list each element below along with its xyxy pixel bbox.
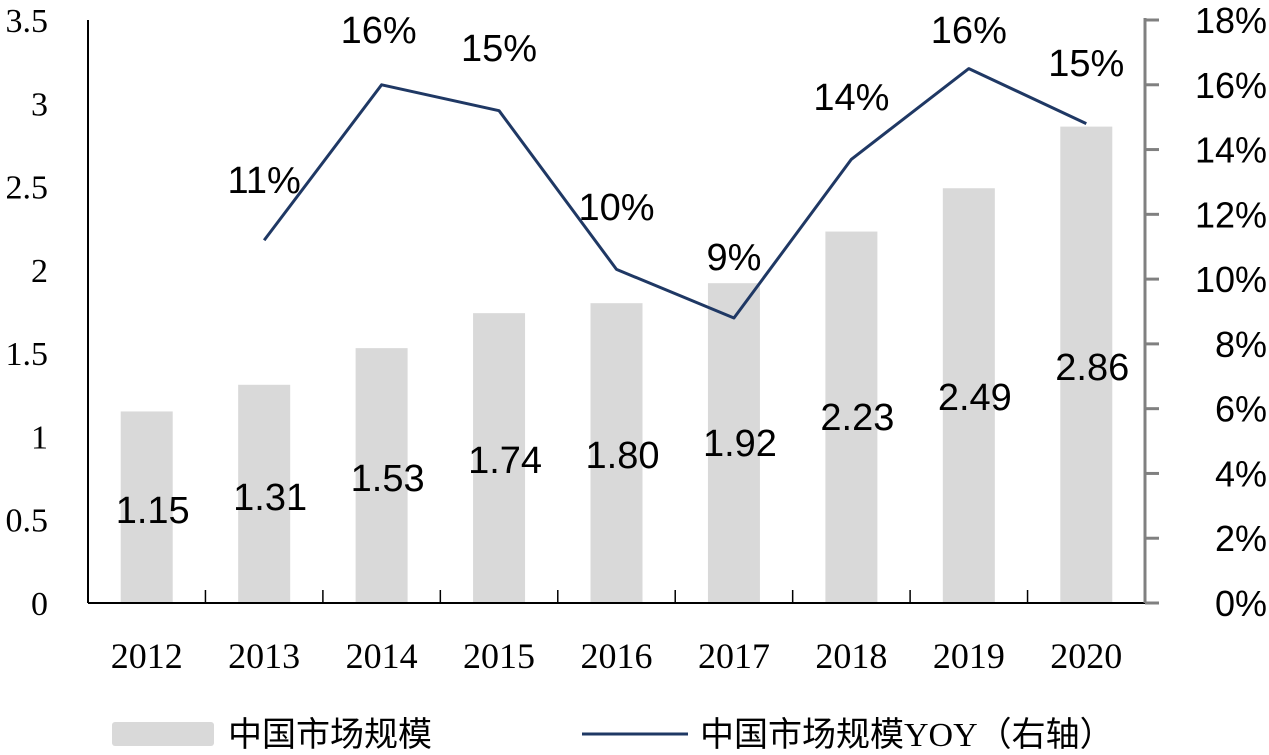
right-tick-label: 2% (1215, 518, 1267, 559)
right-tick-label: 6% (1215, 389, 1267, 430)
right-tick-label: 14% (1195, 130, 1267, 171)
yoy-value-label: 16% (341, 10, 417, 52)
bar-2017 (707, 283, 760, 603)
left-tick-label: 3.5 (6, 3, 49, 40)
bar-2013 (238, 384, 291, 603)
yoy-line (262, 67, 1087, 320)
bar-2019 (942, 188, 995, 604)
yoy-value-label: 14% (813, 77, 889, 119)
bar-2014 (355, 348, 408, 603)
x-tick-label: 2019 (933, 636, 1005, 676)
left-tick-label: 1 (31, 419, 48, 456)
left-tick-label: 3 (31, 86, 48, 123)
bar-2020 (1060, 126, 1113, 603)
right-tick-label: 0% (1215, 583, 1267, 624)
left-tick-label: 2 (31, 253, 48, 290)
yoy-value-label: 16% (931, 10, 1007, 52)
legend-swatch-bar (112, 722, 214, 746)
bar-value-label: 1.15 (116, 490, 190, 532)
yoy-value-label: 10% (578, 187, 654, 229)
x-tick-label: 2018 (815, 636, 887, 676)
axes: 2012 2013 2014 2015 2016 2017 2018 2019 2020 0 0.5… (6, 0, 1268, 676)
left-tick-label: 1.5 (6, 336, 49, 373)
legend-label-bar: 中国市场规模 (228, 716, 432, 754)
x-tick-label: 2012 (111, 636, 183, 676)
bar-2016 (590, 303, 643, 603)
bars (120, 126, 1113, 604)
x-tick-label: 2015 (463, 636, 535, 676)
bar-2012 (120, 411, 173, 603)
yoy-value-label: 15% (461, 28, 537, 70)
left-tick-label: 0.5 (6, 503, 49, 540)
x-tick-label: 2020 (1050, 636, 1122, 676)
left-tick-label: 2.5 (6, 170, 49, 207)
bar-value-label: 2.49 (938, 377, 1012, 419)
bar-value-label: 2.23 (820, 397, 894, 439)
bar-value-label: 1.92 (703, 423, 777, 465)
bar-value-label: 1.74 (468, 440, 542, 482)
bar-2015 (473, 313, 526, 603)
x-tick-label: 2013 (228, 636, 300, 676)
legend-label-line: 中国市场规模YOY（右轴） (700, 716, 1114, 754)
bar-2018 (825, 231, 878, 603)
x-tick-label: 2014 (346, 636, 418, 676)
right-tick-label: 16% (1195, 65, 1267, 106)
right-tick-label: 12% (1195, 194, 1267, 235)
bar-value-label: 1.31 (233, 477, 307, 519)
yoy-value-label: 15% (1048, 43, 1124, 85)
right-tick-label: 8% (1215, 324, 1267, 365)
yoy-line-group (262, 67, 1087, 320)
yoy-value-label: 11% (228, 160, 301, 202)
legend: 中国市场规模 中国市场规模YOY（右轴） (112, 716, 1114, 754)
bar-value-label: 2.86 (1055, 347, 1129, 389)
right-tick-label: 18% (1195, 0, 1267, 41)
bar-value-label: 1.80 (586, 435, 660, 477)
bar-value-label: 1.53 (351, 458, 425, 500)
yoy-value-label: 9% (706, 237, 761, 279)
right-tick-label: 4% (1215, 453, 1267, 494)
right-tick-label: 10% (1195, 259, 1267, 300)
x-tick-label: 2017 (698, 636, 770, 676)
labels: 1.15 1.31 1.53 1.74 1.80 1.92 2.23 2.49 2.86 11% 1… (116, 10, 1130, 532)
x-tick-label: 2016 (581, 636, 653, 676)
left-tick-label: 0 (31, 586, 48, 623)
